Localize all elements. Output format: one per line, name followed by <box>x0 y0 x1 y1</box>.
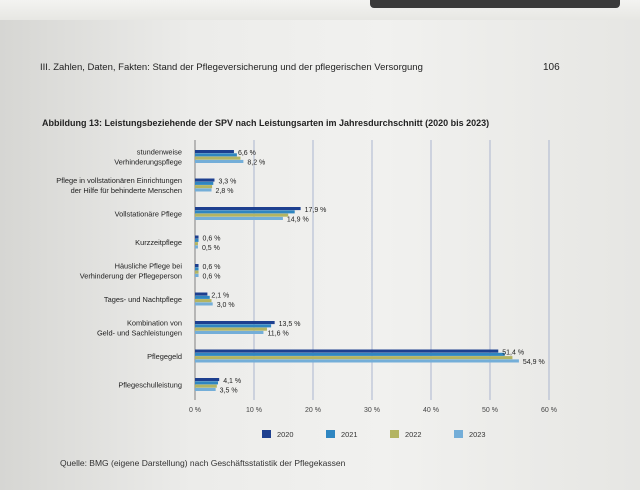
data-label: 17,9 % <box>305 207 327 214</box>
x-tick-label: 10 % <box>246 407 262 414</box>
bar <box>195 330 264 334</box>
bar <box>195 150 234 154</box>
x-tick-label: 0 % <box>189 407 201 414</box>
bar <box>195 245 198 249</box>
data-label: 2,8 % <box>216 188 234 195</box>
x-tick-label: 40 % <box>423 407 439 414</box>
legend-label: 2020 <box>277 430 293 439</box>
category-label: Verhinderungspflege <box>114 158 182 167</box>
bar <box>195 235 199 239</box>
bar <box>195 185 213 189</box>
category-label: Geld- und Sachleistungen <box>97 329 182 338</box>
data-label: 8,2 % <box>247 160 265 167</box>
bar <box>195 207 301 211</box>
data-label: 2,1 % <box>211 292 229 299</box>
legend-swatch <box>390 430 399 438</box>
data-label: 6,6 % <box>238 150 256 157</box>
bar <box>195 327 267 331</box>
page-number: 106 <box>543 62 560 73</box>
data-label: 51,4 % <box>502 349 524 356</box>
category-label: Verhinderung der Pflegeperson <box>80 272 182 281</box>
legend-label: 2021 <box>341 430 357 439</box>
data-label: 14,9 % <box>287 217 309 224</box>
bar <box>195 188 212 192</box>
legend-label: 2022 <box>405 430 421 439</box>
bar <box>195 156 241 160</box>
data-label: 54,9 % <box>523 359 545 366</box>
section-header: III. Zahlen, Daten, Fakten: Stand der Pf… <box>40 62 423 73</box>
bar <box>195 299 212 303</box>
bar <box>195 302 213 306</box>
bar <box>195 292 208 296</box>
bar <box>195 242 198 246</box>
category-label: Pflegegeld <box>147 352 182 361</box>
legend-swatch <box>262 430 271 438</box>
bar <box>195 264 199 268</box>
data-label: 3,5 % <box>220 388 238 395</box>
bar <box>195 267 199 271</box>
source-note: Quelle: BMG (eigene Darstellung) nach Ge… <box>60 458 346 468</box>
data-label: 13,5 % <box>279 321 301 328</box>
data-label: 11,6 % <box>267 331 288 338</box>
bar <box>195 270 199 274</box>
bar <box>195 381 219 385</box>
x-tick-label: 20 % <box>305 407 321 414</box>
bar <box>195 181 214 185</box>
bar-chart: 0 % 10 % 20 % 30 % 40 % 50 % 60 %stundenweiseV… <box>56 140 557 439</box>
bar <box>195 324 272 328</box>
x-tick-label: 30 % <box>364 407 380 414</box>
bar <box>195 216 283 220</box>
bar <box>195 356 513 360</box>
data-label: 0,6 % <box>203 274 221 281</box>
category-label: Pflege in vollstationären Einrichtungen <box>56 176 182 185</box>
bar <box>195 238 199 242</box>
x-tick-label: 60 % <box>541 407 557 414</box>
bar <box>195 153 237 157</box>
legend-swatch <box>326 430 335 438</box>
x-tick-label: 50 % <box>482 407 498 414</box>
figure-title: Abbildung 13: Leistungsbeziehende der SP… <box>42 118 490 128</box>
bar <box>195 359 519 363</box>
bar <box>195 321 275 325</box>
category-label: Häusliche Pflege bei <box>115 262 183 271</box>
category-label: Kurzzeitpflege <box>135 238 182 247</box>
bar <box>195 178 215 182</box>
data-label: 3,0 % <box>217 302 235 309</box>
bar <box>195 295 210 299</box>
legend-swatch <box>454 430 463 438</box>
bar <box>195 352 505 356</box>
bar <box>195 213 289 217</box>
data-label: 4,1 % <box>223 378 241 385</box>
bar <box>195 210 295 214</box>
category-label: Vollstationäre Pflege <box>115 210 182 219</box>
data-label: 0,5 % <box>202 245 220 252</box>
bar <box>195 387 216 391</box>
category-label: Tages- und Nachtpflege <box>104 295 182 304</box>
category-label: Pflegeschulleistung <box>118 381 182 390</box>
bar <box>195 378 220 382</box>
category-label: Kombination von <box>127 319 182 328</box>
data-label: 0,6 % <box>203 235 221 242</box>
category-label: stundenweise <box>137 148 182 157</box>
bar <box>195 159 244 163</box>
category-label: der Hilfe für behinderte Menschen <box>71 186 182 195</box>
bar <box>195 349 499 353</box>
data-label: 0,6 % <box>203 264 221 271</box>
document-page <box>0 20 640 490</box>
window-bar <box>370 0 620 8</box>
bar <box>195 273 199 277</box>
bar <box>195 384 217 388</box>
data-label: 3,3 % <box>218 178 236 185</box>
legend-label: 2023 <box>469 430 485 439</box>
